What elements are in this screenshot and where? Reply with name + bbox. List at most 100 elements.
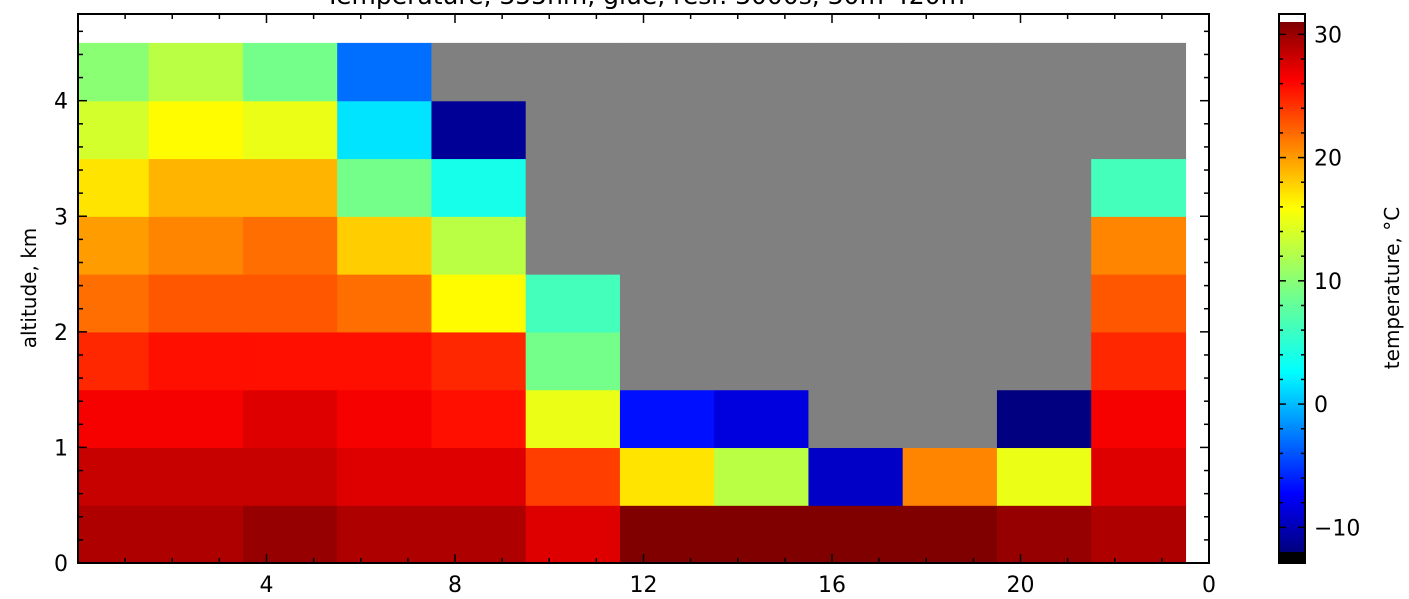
colorbar-tick-label: 10	[1314, 270, 1342, 295]
heatmap-cell	[1091, 216, 1187, 275]
heatmap-cell	[78, 42, 150, 102]
heatmap-cell	[525, 274, 621, 333]
heatmap-cell	[902, 42, 998, 102]
heatmap-cell	[242, 100, 338, 160]
heatmap-cell	[808, 331, 904, 391]
colorbar-over-extension	[1279, 14, 1305, 22]
heatmap-cell	[619, 447, 715, 506]
heatmap-cell	[808, 158, 904, 217]
colorbar-ticks: −10 0 10 20 30	[1279, 23, 1360, 541]
heatmap-cell	[714, 447, 810, 506]
heatmap-cell	[902, 274, 998, 333]
x-tick-label: 0	[1202, 573, 1216, 598]
y-tick-label: 3	[54, 205, 68, 230]
heatmap-cell	[431, 447, 527, 506]
heatmap-cell	[337, 216, 433, 275]
heatmap-cell	[242, 505, 338, 563]
heatmap-cell	[242, 158, 338, 217]
heatmap-cell	[431, 42, 527, 102]
heatmap-cell	[78, 331, 150, 391]
heatmap-cell	[619, 100, 715, 160]
heatmap-cell	[78, 274, 150, 333]
heatmap-cell	[431, 274, 527, 333]
heatmap-cell	[714, 505, 810, 563]
heatmap-cell	[902, 158, 998, 217]
heatmap-cell	[431, 216, 527, 275]
heatmap-cell	[148, 158, 244, 217]
heatmap-cell	[996, 100, 1092, 160]
heatmap-cell	[996, 42, 1092, 102]
heatmap-cell	[1091, 447, 1187, 506]
chart-title: Temperature, 355nm, glue, resr. 3000s, 3…	[324, 0, 965, 10]
heatmap-cell	[996, 331, 1092, 391]
heatmap-cell	[525, 447, 621, 506]
heatmap-cell	[808, 42, 904, 102]
x-tick-label: 12	[630, 573, 658, 598]
heatmap-cell	[242, 216, 338, 275]
heatmap-cell	[1091, 158, 1187, 217]
heatmap-cell	[337, 42, 433, 102]
heatmap-cell	[148, 216, 244, 275]
heatmap-cell	[431, 389, 527, 449]
heatmap-cell	[78, 216, 150, 275]
heatmap-cell	[619, 274, 715, 333]
heatmap-cell	[902, 505, 998, 563]
heatmap-cell	[525, 100, 621, 160]
heatmap-cell	[148, 447, 244, 506]
x-axis-ticks: 4 8 12 16 20 0	[124, 14, 1216, 598]
heatmap-cell	[714, 158, 810, 217]
heatmap-cell	[808, 389, 904, 449]
heatmap-cell	[431, 158, 527, 217]
colorbar-tick-label: 20	[1314, 147, 1342, 172]
colorbar-tick-label: 30	[1314, 23, 1342, 48]
heatmap-cell	[337, 389, 433, 449]
colorbar-label: temperature, °C	[1380, 207, 1404, 369]
heatmap-cell	[902, 447, 998, 506]
heatmap-cell	[714, 274, 810, 333]
heatmap-cell	[1091, 331, 1187, 391]
heatmap-cell	[619, 158, 715, 217]
heatmap-cell	[714, 331, 810, 391]
heatmap-cell	[714, 389, 810, 449]
heatmap-cells	[78, 42, 1187, 563]
heatmap-cell	[78, 447, 150, 506]
colorbar-tick-label: 0	[1314, 393, 1328, 418]
heatmap-cell	[619, 505, 715, 563]
heatmap-cell	[525, 389, 621, 449]
heatmap-cell	[996, 505, 1092, 563]
heatmap-cell	[78, 389, 150, 449]
heatmap-cell	[902, 389, 998, 449]
x-tick-label: 20	[1007, 573, 1035, 598]
heatmap-cell	[996, 274, 1092, 333]
heatmap-cell	[525, 331, 621, 391]
heatmap-cell	[337, 158, 433, 217]
heatmap-cell	[431, 505, 527, 563]
heatmap-cell	[242, 42, 338, 102]
heatmap-cell	[242, 389, 338, 449]
colorbar-tick-label: −10	[1314, 516, 1360, 541]
heatmap-cell	[619, 216, 715, 275]
heatmap-cell	[996, 389, 1092, 449]
heatmap-cell	[78, 158, 150, 217]
heatmap-cell	[808, 274, 904, 333]
heatmap-cell	[525, 42, 621, 102]
heatmap-cell	[148, 274, 244, 333]
heatmap-cell	[337, 447, 433, 506]
x-tick-label: 4	[260, 573, 274, 598]
heatmap-cell	[619, 389, 715, 449]
heatmap-cell	[714, 100, 810, 160]
heatmap-cell	[714, 216, 810, 275]
heatmap-cell	[1091, 42, 1187, 102]
heatmap-cell	[714, 42, 810, 102]
heatmap-cell	[1091, 100, 1187, 160]
heatmap-cell	[242, 447, 338, 506]
colorbar: −10 0 10 20 30 temperature, °C	[1278, 13, 1404, 564]
heatmap-cell	[78, 505, 150, 563]
heatmap-cell	[619, 42, 715, 102]
heatmap-cell	[808, 100, 904, 160]
heatmap-cell	[996, 216, 1092, 275]
heatmap-cell	[337, 331, 433, 391]
heatmap-cell	[525, 216, 621, 275]
heatmap-cell	[337, 505, 433, 563]
heatmap-cell	[1091, 505, 1187, 563]
